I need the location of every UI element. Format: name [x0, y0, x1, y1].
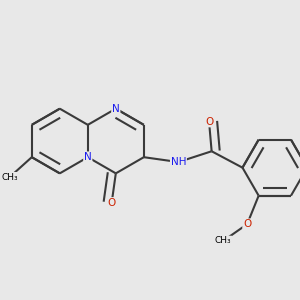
Text: O: O	[107, 198, 116, 208]
Text: CH₃: CH₃	[215, 236, 232, 245]
Text: NH: NH	[171, 157, 186, 167]
Text: N: N	[112, 104, 120, 114]
Text: O: O	[205, 117, 213, 127]
Text: O: O	[243, 219, 251, 229]
Text: CH₃: CH₃	[1, 172, 18, 182]
Text: N: N	[84, 152, 92, 162]
